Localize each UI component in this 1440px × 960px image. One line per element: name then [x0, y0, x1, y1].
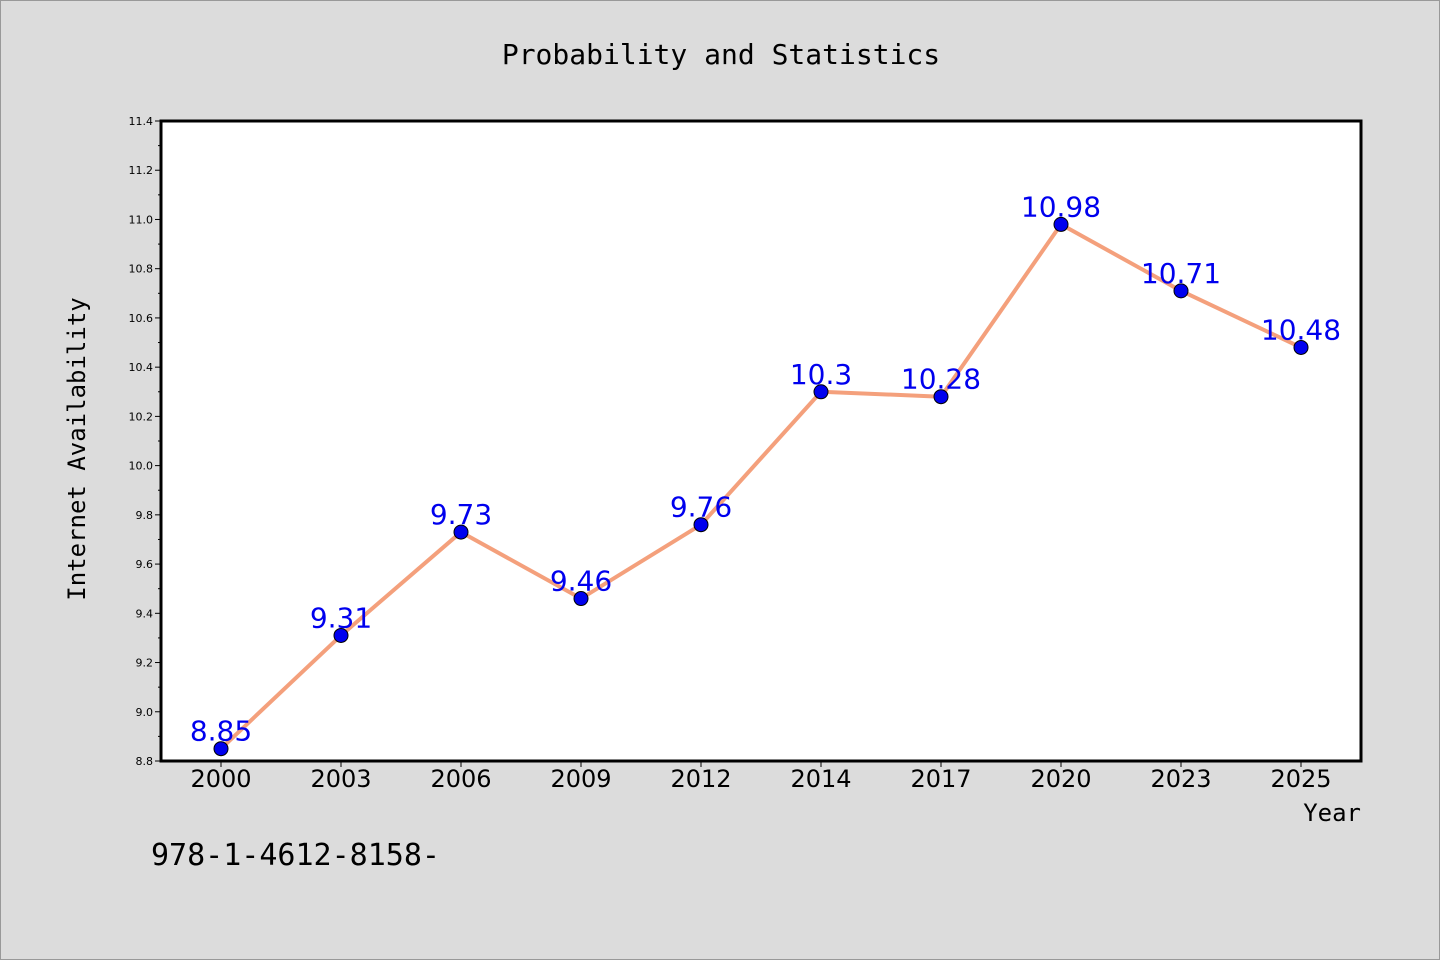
y-tick-label: 10.4 — [129, 361, 154, 374]
y-tick-label: 10.8 — [129, 263, 154, 276]
y-tick-label: 11.4 — [129, 115, 154, 128]
x-tick-label: 2003 — [310, 765, 371, 793]
y-tick-label: 9.4 — [136, 607, 154, 620]
data-point — [573, 591, 589, 607]
data-point — [333, 627, 349, 643]
data-label: 9.76 — [670, 491, 732, 524]
y-tick-label: 10.2 — [129, 410, 154, 423]
y-tick-label: 9.6 — [136, 558, 154, 571]
x-tick-label: 2017 — [910, 765, 971, 793]
data-point — [933, 389, 949, 405]
y-tick-label: 11.2 — [129, 164, 154, 177]
y-tick-label: 10.0 — [129, 460, 154, 473]
data-point — [693, 517, 709, 533]
chart-title: Probability and Statistics — [502, 38, 940, 71]
data-label: 9.46 — [550, 565, 612, 598]
y-tick-label: 9.2 — [136, 657, 154, 670]
data-label: 9.73 — [430, 498, 492, 531]
x-tick-label: 2025 — [1270, 765, 1331, 793]
series-line — [219, 222, 1303, 751]
y-tick-label: 9.0 — [136, 706, 154, 719]
y-tick-label: 8.8 — [136, 755, 154, 768]
footer-isbn-text: 978-1-4612-8158- — [151, 838, 440, 873]
data-point — [813, 384, 829, 400]
x-tick-label: 2023 — [1150, 765, 1211, 793]
data-point — [1173, 283, 1189, 299]
y-tick-label: 11.0 — [129, 213, 154, 226]
data-label: 10.28 — [901, 363, 981, 396]
data-label: 8.85 — [190, 715, 252, 748]
x-tick-label: 2000 — [190, 765, 251, 793]
plot-area — [159, 119, 1363, 763]
x-tick-label: 2020 — [1030, 765, 1091, 793]
data-point — [453, 524, 469, 540]
y-axis-title: Internet Availability — [63, 297, 91, 600]
x-axis: 2000 2003 2006 2009 2012 2014 2017 2020 2023 2025 — [190, 761, 1332, 793]
y-tick-label: 10.6 — [129, 312, 154, 325]
data-label: 10.71 — [1141, 257, 1221, 290]
x-axis-title: Year — [1303, 799, 1361, 827]
x-tick-label: 2006 — [430, 765, 491, 793]
x-tick-label: 2012 — [670, 765, 731, 793]
data-label: 9.31 — [310, 601, 372, 634]
data-label: 10.3 — [790, 358, 852, 391]
x-tick-label: 2009 — [550, 765, 611, 793]
data-label: 10.98 — [1021, 190, 1101, 223]
x-tick-label: 2014 — [790, 765, 851, 793]
data-point — [213, 741, 229, 757]
y-axis: 8.8 9.0 9.2 9.4 9.6 9.8 10.0 10.2 10.4 10.6 10.8 11… — [129, 115, 161, 768]
y-tick-label: 9.8 — [136, 509, 154, 522]
data-label: 10.48 — [1261, 313, 1341, 346]
data-series: 8.85 9.31 9.73 9.46 9.76 10.3 10.28 10.98 10.71 1… — [190, 190, 1341, 757]
data-point — [1293, 339, 1309, 355]
data-point — [1053, 216, 1069, 232]
